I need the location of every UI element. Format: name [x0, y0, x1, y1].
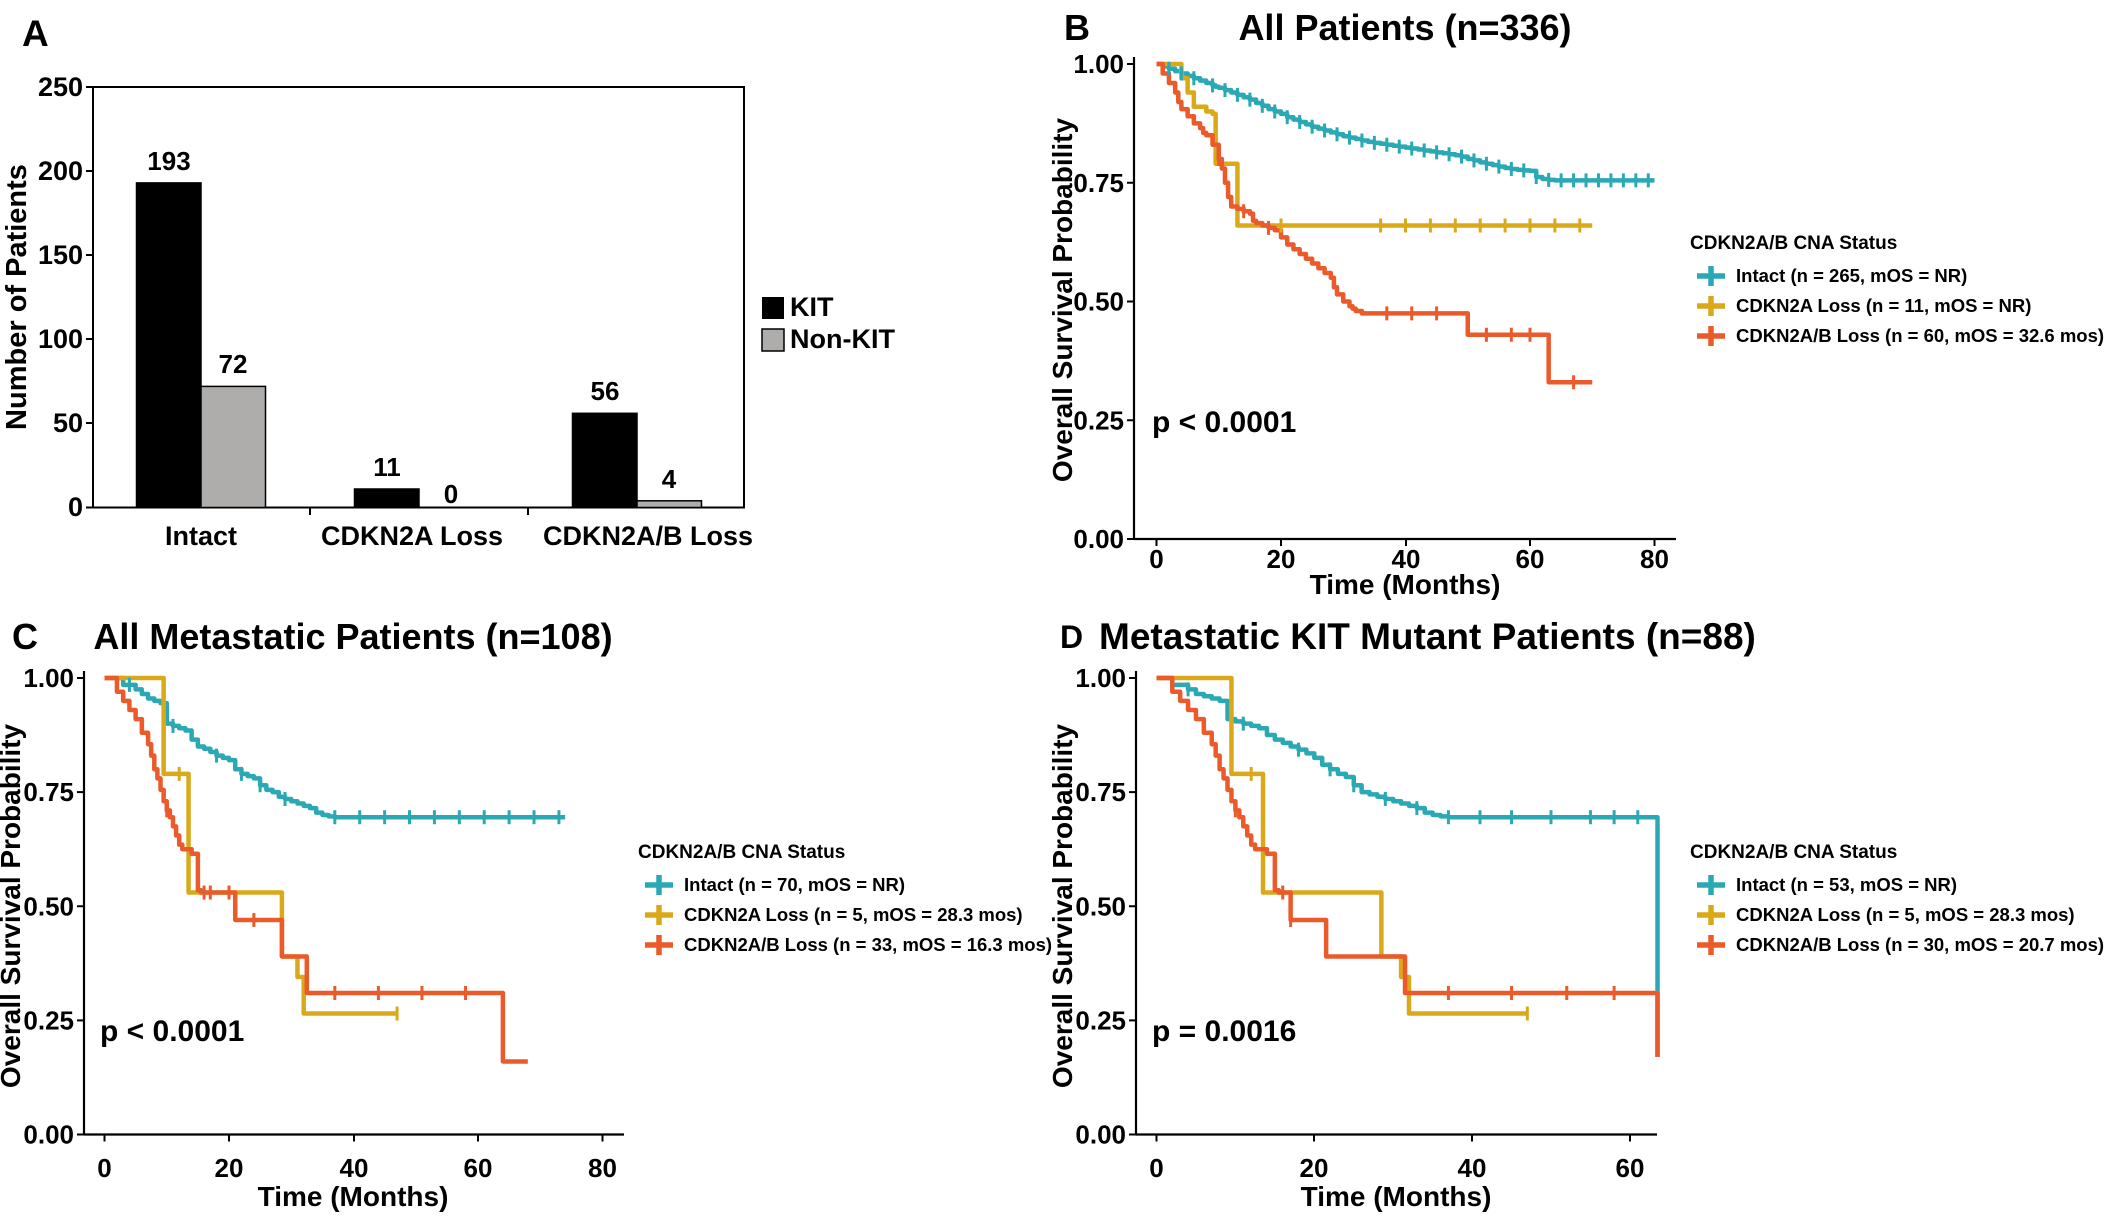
svg-text:0: 0 [444, 479, 458, 509]
svg-text:0.25: 0.25 [1073, 405, 1124, 435]
svg-text:Non-KIT: Non-KIT [790, 324, 895, 354]
svg-text:1.00: 1.00 [1075, 663, 1126, 693]
svg-text:A: A [22, 13, 49, 54]
svg-text:40: 40 [1458, 1153, 1487, 1183]
svg-text:Time (Months): Time (Months) [1310, 569, 1501, 600]
svg-text:CDKN2A/B CNA Status: CDKN2A/B CNA Status [1690, 233, 1897, 254]
svg-text:0.00: 0.00 [1073, 524, 1124, 554]
svg-text:1.00: 1.00 [23, 663, 74, 693]
svg-text:Intact (n = 70, mOS = NR): Intact (n = 70, mOS = NR) [684, 874, 905, 895]
svg-text:250: 250 [38, 72, 83, 102]
svg-text:p < 0.0001: p < 0.0001 [1152, 406, 1296, 439]
svg-text:CDKN2A Loss (n = 5, mOS = 28.3: CDKN2A Loss (n = 5, mOS = 28.3 mos) [684, 904, 1023, 925]
svg-text:0.50: 0.50 [1073, 287, 1124, 317]
svg-text:0.50: 0.50 [23, 891, 74, 921]
svg-text:4: 4 [662, 464, 677, 494]
svg-text:CDKN2A/B Loss (n = 30, mOS = 2: CDKN2A/B Loss (n = 30, mOS = 20.7 mos) [1736, 934, 2104, 955]
svg-text:Intact (n = 53, mOS = NR): Intact (n = 53, mOS = NR) [1736, 874, 1957, 895]
svg-text:CDKN2A/B Loss (n = 60, mOS = 3: CDKN2A/B Loss (n = 60, mOS = 32.6 mos) [1736, 325, 2104, 346]
svg-text:0.50: 0.50 [1075, 891, 1126, 921]
svg-text:Time (Months): Time (Months) [258, 1181, 449, 1212]
svg-text:CDKN2A/B CNA Status: CDKN2A/B CNA Status [1690, 842, 1897, 863]
svg-text:50: 50 [53, 408, 83, 438]
svg-text:60: 60 [464, 1153, 493, 1183]
svg-text:0: 0 [1149, 1153, 1163, 1183]
svg-text:0: 0 [97, 1153, 111, 1183]
svg-text:Metastatic KIT Mutant Patients: Metastatic KIT Mutant Patients (n=88) [1099, 616, 1756, 657]
svg-text:0: 0 [1149, 544, 1163, 574]
svg-text:CDKN2A/B Loss: CDKN2A/B Loss [543, 521, 753, 551]
svg-text:60: 60 [1616, 1153, 1645, 1183]
svg-text:CDKN2A/B Loss (n = 33, mOS = 1: CDKN2A/B Loss (n = 33, mOS = 16.3 mos) [684, 934, 1052, 955]
svg-text:D: D [1060, 619, 1083, 655]
svg-text:Overall Survival Probability: Overall Survival Probability [1052, 724, 1078, 1089]
svg-text:Time (Months): Time (Months) [1301, 1181, 1492, 1212]
svg-text:0.00: 0.00 [23, 1120, 74, 1150]
svg-text:72: 72 [219, 349, 248, 379]
svg-text:0.25: 0.25 [1075, 1005, 1126, 1035]
svg-text:20: 20 [215, 1153, 244, 1183]
svg-text:CDKN2A Loss (n = 11, mOS = NR): CDKN2A Loss (n = 11, mOS = NR) [1736, 295, 2031, 316]
svg-text:200: 200 [38, 156, 83, 186]
svg-text:60: 60 [1516, 544, 1545, 574]
svg-text:0.25: 0.25 [23, 1005, 74, 1035]
svg-text:B: B [1064, 7, 1090, 48]
svg-text:p = 0.0016: p = 0.0016 [1152, 1015, 1296, 1048]
svg-text:193: 193 [147, 146, 190, 176]
svg-text:All Patients (n=336): All Patients (n=336) [1238, 7, 1571, 48]
svg-text:0.75: 0.75 [1073, 168, 1124, 198]
svg-text:All Metastatic Patients (n=108: All Metastatic Patients (n=108) [93, 616, 612, 657]
svg-text:0: 0 [68, 492, 83, 522]
svg-text:CDKN2A Loss (n = 5, mOS = 28.3: CDKN2A Loss (n = 5, mOS = 28.3 mos) [1736, 904, 2075, 925]
svg-text:100: 100 [38, 324, 83, 354]
svg-text:0.75: 0.75 [1075, 777, 1126, 807]
svg-text:0.75: 0.75 [23, 777, 74, 807]
svg-text:CDKN2A/B CNA Status: CDKN2A/B CNA Status [638, 842, 845, 863]
svg-text:CDKN2A Loss: CDKN2A Loss [321, 521, 503, 551]
svg-text:C: C [12, 616, 38, 657]
svg-text:80: 80 [588, 1153, 617, 1183]
svg-text:Number of Patients: Number of Patients [1, 164, 33, 430]
svg-text:Intact (n = 265, mOS = NR): Intact (n = 265, mOS = NR) [1736, 265, 1967, 286]
svg-text:1.00: 1.00 [1073, 49, 1124, 79]
svg-text:11: 11 [373, 452, 401, 482]
svg-text:20: 20 [1267, 544, 1296, 574]
svg-text:p < 0.0001: p < 0.0001 [100, 1015, 244, 1048]
svg-text:Overall Survival Probability: Overall Survival Probability [0, 724, 26, 1089]
svg-text:20: 20 [1300, 1153, 1329, 1183]
svg-text:0.00: 0.00 [1075, 1120, 1126, 1150]
svg-text:40: 40 [340, 1153, 369, 1183]
svg-text:Overall Survival Probability: Overall Survival Probability [1052, 118, 1078, 483]
svg-text:80: 80 [1640, 544, 1669, 574]
svg-text:Intact: Intact [165, 521, 237, 551]
svg-text:KIT: KIT [790, 292, 834, 322]
svg-text:56: 56 [591, 376, 620, 406]
svg-text:150: 150 [38, 240, 83, 270]
